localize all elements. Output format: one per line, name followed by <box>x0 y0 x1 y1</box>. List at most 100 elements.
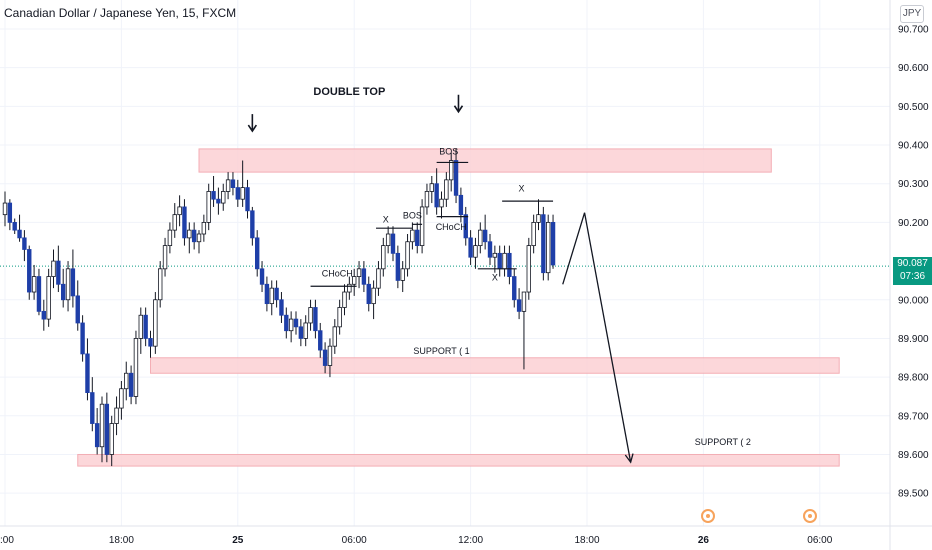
price-axis[interactable]: 90.700 90.600 90.500 90.400 90.300 90.200 90.0… <box>889 0 929 550</box>
time-tick-label: 25 <box>232 535 244 546</box>
annotation-label: X <box>519 183 525 193</box>
candle-body-down <box>61 283 66 301</box>
candle-body-up <box>240 187 245 200</box>
candle-body-down <box>487 241 493 258</box>
economic-event-icon[interactable] <box>701 509 716 523</box>
candle-body-up <box>221 191 226 204</box>
candle-body-down <box>230 179 236 188</box>
candle <box>410 222 415 250</box>
candle <box>41 299 46 331</box>
candle-body-down <box>104 403 110 455</box>
price-tick-label: 89.900 <box>898 334 929 345</box>
candle <box>264 276 270 312</box>
price-tick-label: 89.600 <box>898 450 929 461</box>
candle <box>201 214 207 242</box>
candle-body-down <box>128 372 134 397</box>
price-tick-label: 90.500 <box>898 102 929 113</box>
candle <box>240 160 245 207</box>
candle <box>347 276 352 300</box>
candle <box>128 365 134 405</box>
candle-body-up <box>172 214 177 231</box>
annotation-label: BOS <box>403 211 422 221</box>
candle-body-up <box>347 283 352 293</box>
candle-body-down <box>41 310 46 320</box>
annotation-label: CHoCH <box>322 269 353 279</box>
candle-body-down <box>293 318 299 328</box>
candle-body-up <box>119 388 124 409</box>
candle-body-down <box>395 252 401 281</box>
candle <box>148 330 153 358</box>
candle <box>298 319 304 347</box>
candle-body-up <box>439 198 444 208</box>
candle-body-up <box>138 314 143 339</box>
candle <box>90 377 95 432</box>
candle <box>512 268 517 308</box>
candle-body-up <box>410 229 415 243</box>
candle <box>269 280 274 316</box>
economic-event-icon[interactable] <box>803 509 818 523</box>
candle-body-down <box>27 249 32 293</box>
projection-path <box>562 212 632 463</box>
symbol-title: Canadian Dollar / Japanese Yen, 15, FXCM <box>4 6 237 20</box>
candle-body-down <box>318 330 323 351</box>
candle-body-up <box>492 252 498 258</box>
candle-body-up <box>196 233 202 243</box>
candle-body-down <box>85 353 90 393</box>
candle-body-down <box>463 214 468 239</box>
candle <box>274 280 279 308</box>
candle-body-up <box>385 233 391 247</box>
candle <box>124 361 129 401</box>
candle <box>318 322 323 358</box>
candle <box>157 261 163 308</box>
candle <box>85 338 90 401</box>
candle <box>371 280 376 320</box>
candle-body-up <box>536 214 541 223</box>
candle <box>308 299 313 331</box>
candle-body-down <box>94 423 100 448</box>
candle-body-up <box>444 179 449 200</box>
candle <box>119 380 124 420</box>
candle-body-down <box>254 237 260 270</box>
candle <box>61 268 66 308</box>
candle <box>187 222 192 254</box>
candle-body-up <box>546 221 551 274</box>
candle <box>444 172 449 207</box>
candle-body-down <box>22 237 27 250</box>
candle-body-up <box>521 291 527 312</box>
candle <box>56 245 61 293</box>
candle-body-up <box>177 206 182 216</box>
candle-body-up <box>478 229 483 247</box>
annotation-label: DOUBLE TOP <box>313 86 385 98</box>
candle-body-up <box>187 229 192 239</box>
candle-body-up <box>31 276 37 293</box>
annotations: DOUBLE TOP BOS X BOS CHoCH CHoCH X X SUPPORT ( 1… <box>313 86 751 447</box>
candle <box>313 299 318 339</box>
candle-body-up <box>351 276 357 285</box>
price-zone <box>198 148 772 173</box>
candle <box>497 245 502 277</box>
candle <box>385 226 391 254</box>
candle-body-down <box>458 194 464 216</box>
candle-body-down <box>415 229 420 247</box>
candle-body-up <box>167 229 173 247</box>
down-arrow-icon <box>453 94 464 114</box>
candle <box>502 245 507 277</box>
candle <box>424 183 430 215</box>
annotation-label: X <box>492 272 498 282</box>
time-axis[interactable]: :00 18:00 25 06:00 12:00 18:00 26 06:00 <box>0 525 932 546</box>
candle <box>225 172 231 200</box>
price-zone <box>77 453 840 467</box>
candle-body-up <box>356 268 362 277</box>
candle <box>434 168 439 215</box>
candle <box>114 396 119 436</box>
candle-body-down <box>259 268 265 285</box>
candle-body-down <box>12 221 17 231</box>
currency-badge[interactable]: JPY <box>900 5 924 23</box>
candle <box>94 408 100 455</box>
candle <box>303 315 308 347</box>
price-zone <box>150 357 840 374</box>
last-price-value: 90.087 <box>897 258 928 269</box>
candle-body-up <box>225 179 231 192</box>
down-arrow-head <box>247 124 258 133</box>
